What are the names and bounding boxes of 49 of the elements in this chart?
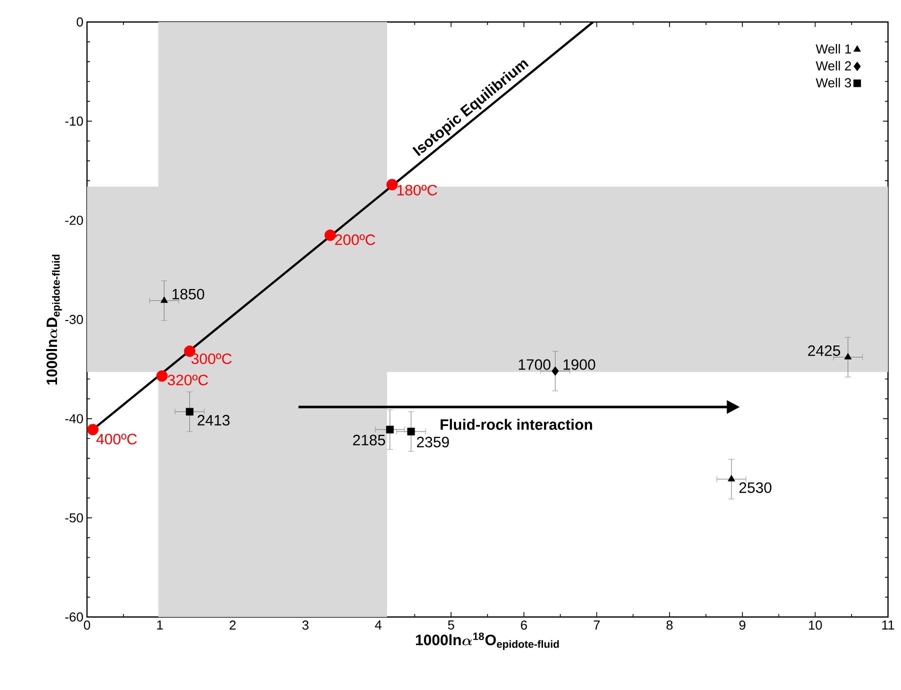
annotation: 320ºC	[168, 374, 208, 386]
y-tick-label: -50	[65, 513, 83, 522]
annotation: 200ºC	[335, 234, 376, 246]
x-tick-label: 2	[230, 620, 236, 630]
x-tick-label: 3	[302, 620, 308, 630]
point	[552, 366, 559, 376]
y-tick-label: -30	[65, 314, 83, 324]
annotation: 2359	[416, 436, 449, 448]
x-tick-label: 1	[157, 620, 163, 630]
annotation: 2530	[739, 482, 772, 493]
y-tick-label: 0	[76, 17, 83, 27]
point	[728, 474, 736, 482]
annotation: 400ºC	[96, 434, 137, 444]
point	[324, 230, 336, 241]
x-tick-label: 6	[520, 620, 527, 630]
x-tick-label: 10	[808, 620, 822, 630]
annotation: 2425	[808, 345, 840, 356]
x-tick-label: 5	[448, 620, 454, 630]
point	[844, 352, 852, 360]
legend-label: Well 3	[816, 78, 852, 88]
x-tick-label: 11	[882, 620, 894, 630]
point	[186, 408, 194, 416]
legend-label: Well 2	[816, 60, 851, 70]
annotation: 1900	[564, 359, 596, 370]
legend-label: Well 1	[816, 44, 851, 54]
x-tick-label: 4	[374, 620, 382, 630]
annotation: 1850	[172, 288, 204, 300]
point	[87, 424, 99, 436]
x-axis-title: $\textbf{1000ln}\boldsymbol{\alpha}^{\textbf{18}}\textbf{O}_{\textbf{epidote-fluid}}$	[416, 632, 559, 650]
point	[160, 296, 168, 303]
point	[156, 370, 168, 382]
x-tick-label: 0	[84, 620, 90, 630]
x-tick-label: 7	[594, 620, 600, 630]
y-tick-label: -40	[65, 414, 83, 424]
point	[407, 428, 415, 436]
y-tick-label: -20	[65, 216, 83, 225]
x-tick-label: 8	[666, 620, 673, 630]
point	[386, 178, 398, 190]
point	[386, 426, 394, 434]
annotation: 2185	[353, 434, 386, 446]
y-tick-label: -60	[65, 612, 83, 622]
annotation: Fluid-rock interaction	[440, 418, 592, 430]
x-tick-label: 9	[739, 620, 746, 630]
annotation: 1700	[518, 359, 550, 370]
y-tick-label: -10	[65, 116, 83, 126]
annotation: 300ºC	[191, 353, 232, 364]
y-axis-title: $\textbf{1000ln}\boldsymbol{\alpha}\textbf{D}_{\textbf{epidote-fluid}}$	[46, 254, 62, 385]
annotation: 180ºC	[397, 184, 438, 196]
annotation: 2413	[198, 414, 230, 426]
